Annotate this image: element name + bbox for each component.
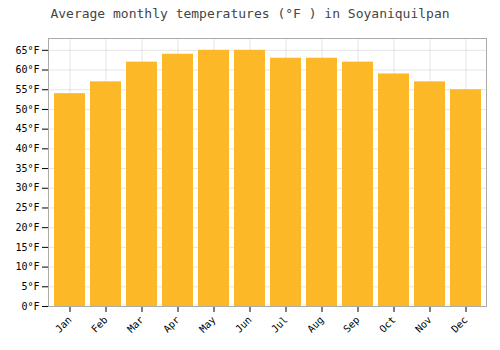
svg-text:15°F: 15°F [15,242,39,253]
svg-text:60°F: 60°F [15,64,39,75]
html-text:Average monthly temperatures (: Average monthly temperatures (°F ) in So… [50,6,450,21]
svg-text:35°F: 35°F [15,163,39,174]
svg-text:Sep: Sep [341,314,362,335]
svg-text:10°F: 10°F [15,261,39,272]
svg-text:50°F: 50°F [15,104,39,115]
svg-text:40°F: 40°F [15,143,39,154]
svg-text:Jul: Jul [269,314,290,335]
svg-text:Apr: Apr [161,314,182,335]
svg-text:Feb: Feb [89,314,110,335]
svg-text:Aug: Aug [305,314,326,335]
svg-text:25°F: 25°F [15,202,39,213]
svg-text:May: May [197,314,218,335]
svg-text:5°F: 5°F [21,281,39,292]
svg-text:Mar: Mar [125,314,146,335]
svg-text:45°F: 45°F [15,123,39,134]
svg-text:30°F: 30°F [15,182,39,193]
svg-text:20°F: 20°F [15,222,39,233]
svg-text:0°F: 0°F [21,301,39,312]
svg-text:Dec: Dec [449,314,470,335]
svg-text:55°F: 55°F [15,84,39,95]
svg-text:65°F: 65°F [15,45,39,56]
svg-text:Jan: Jan [53,314,74,335]
svg-text:Jun: Jun [233,314,254,335]
svg-text:Nov: Nov [413,314,434,335]
svg-text:Oct: Oct [377,314,398,335]
